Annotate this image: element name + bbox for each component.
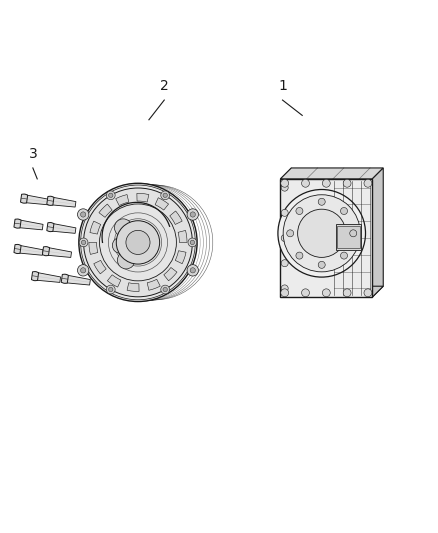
FancyBboxPatch shape	[336, 224, 361, 250]
Circle shape	[364, 289, 372, 297]
Circle shape	[114, 219, 132, 237]
Circle shape	[340, 207, 347, 214]
Polygon shape	[178, 230, 187, 243]
Circle shape	[296, 252, 303, 259]
Circle shape	[163, 287, 167, 292]
Polygon shape	[127, 283, 139, 292]
Polygon shape	[280, 286, 383, 297]
Circle shape	[161, 191, 170, 200]
Circle shape	[126, 230, 150, 254]
Circle shape	[364, 179, 372, 187]
Circle shape	[112, 238, 128, 253]
Circle shape	[301, 289, 309, 297]
Circle shape	[190, 240, 194, 245]
Circle shape	[79, 183, 197, 302]
Polygon shape	[372, 168, 383, 297]
Polygon shape	[147, 279, 160, 290]
Circle shape	[318, 198, 325, 205]
Polygon shape	[47, 222, 54, 232]
Circle shape	[78, 209, 89, 220]
Polygon shape	[137, 193, 149, 202]
Circle shape	[187, 264, 198, 276]
Circle shape	[187, 209, 198, 220]
Circle shape	[143, 245, 156, 258]
Polygon shape	[170, 211, 182, 224]
Circle shape	[281, 260, 288, 266]
Polygon shape	[94, 260, 106, 274]
Polygon shape	[46, 247, 71, 257]
Polygon shape	[42, 247, 49, 256]
Polygon shape	[107, 275, 121, 287]
Circle shape	[350, 230, 357, 237]
Circle shape	[78, 264, 89, 276]
Circle shape	[81, 268, 86, 273]
Text: 3: 3	[28, 148, 37, 161]
Circle shape	[296, 207, 303, 214]
Circle shape	[281, 209, 288, 216]
Circle shape	[281, 235, 288, 241]
Polygon shape	[50, 223, 76, 233]
Circle shape	[188, 238, 197, 247]
Polygon shape	[89, 243, 98, 254]
Polygon shape	[155, 198, 169, 210]
Circle shape	[106, 285, 115, 294]
Circle shape	[190, 268, 195, 273]
Circle shape	[99, 204, 177, 281]
Circle shape	[140, 224, 153, 237]
Circle shape	[281, 179, 289, 187]
Polygon shape	[17, 245, 43, 255]
Polygon shape	[24, 195, 49, 205]
Circle shape	[109, 287, 113, 292]
Polygon shape	[99, 204, 112, 217]
Circle shape	[281, 184, 288, 191]
Polygon shape	[116, 195, 129, 206]
Circle shape	[343, 179, 351, 187]
Circle shape	[340, 252, 347, 259]
Text: 1: 1	[278, 79, 287, 93]
Polygon shape	[32, 271, 39, 281]
Polygon shape	[61, 274, 68, 284]
Text: 2: 2	[160, 79, 169, 93]
Circle shape	[81, 240, 86, 245]
Circle shape	[297, 209, 346, 257]
FancyBboxPatch shape	[337, 225, 360, 248]
Polygon shape	[35, 272, 60, 282]
Circle shape	[117, 221, 159, 264]
Circle shape	[163, 193, 167, 198]
Circle shape	[283, 195, 360, 272]
Circle shape	[322, 289, 330, 297]
Polygon shape	[47, 196, 54, 205]
Polygon shape	[90, 221, 101, 234]
Polygon shape	[14, 245, 21, 254]
Circle shape	[84, 188, 192, 297]
Circle shape	[161, 285, 170, 294]
Circle shape	[190, 212, 195, 217]
Circle shape	[106, 191, 115, 200]
Circle shape	[318, 261, 325, 268]
Polygon shape	[50, 197, 76, 207]
Circle shape	[301, 179, 309, 187]
Polygon shape	[21, 194, 28, 203]
Circle shape	[278, 190, 365, 277]
Circle shape	[281, 285, 288, 292]
Circle shape	[79, 238, 88, 247]
Circle shape	[281, 289, 289, 297]
Circle shape	[322, 179, 330, 187]
Circle shape	[81, 212, 86, 217]
Polygon shape	[14, 219, 21, 228]
Circle shape	[343, 289, 351, 297]
Circle shape	[117, 252, 135, 269]
Polygon shape	[175, 251, 186, 264]
Polygon shape	[280, 168, 383, 179]
Circle shape	[286, 230, 294, 237]
Polygon shape	[164, 268, 177, 281]
Circle shape	[109, 193, 113, 198]
Polygon shape	[280, 179, 372, 297]
Polygon shape	[64, 275, 90, 285]
Polygon shape	[17, 220, 43, 230]
